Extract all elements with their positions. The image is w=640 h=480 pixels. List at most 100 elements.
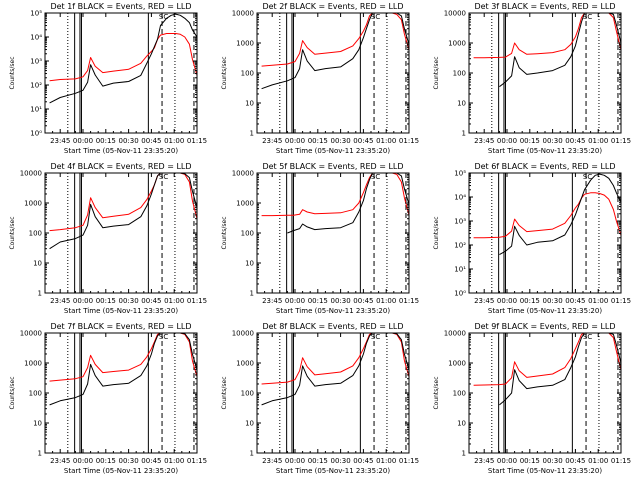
series-line-events (499, 332, 622, 406)
x-tick-label: 00:00 (73, 457, 93, 465)
y-tick-label: 10000 (20, 330, 42, 338)
x-tick-label: 00:45 (353, 137, 373, 145)
x-tick-label: 01:15 (399, 137, 419, 145)
x-tick-label: 00:30 (331, 297, 351, 305)
y-tick-label: 10⁵ (454, 170, 466, 178)
y-axis-label: Counts/sec (433, 56, 440, 89)
y-tick-label: 10² (454, 242, 466, 250)
y-axis-label: Counts/sec (9, 216, 16, 249)
y-tick-label: 100 (453, 70, 466, 78)
y-tick-label: 1 (38, 450, 42, 458)
sc-annotation: SC (371, 13, 380, 21)
x-tick-label: 00:15 (96, 457, 116, 465)
y-tick-label: 10 (457, 100, 466, 108)
y-tick-label: 1 (38, 290, 42, 298)
x-tick-label: 00:30 (119, 297, 139, 305)
x-axis-label: Start Time (05-Nov-11 23:35:20) (276, 467, 390, 475)
x-tick-label: 01:00 (164, 137, 184, 145)
y-tick-label: 100 (241, 390, 254, 398)
x-tick-label: 00:30 (331, 457, 351, 465)
x-tick-label: 00:00 (285, 137, 305, 145)
y-tick-label: 10000 (232, 10, 254, 18)
y-tick-label: 1000 (236, 40, 254, 48)
y-tick-label: 1000 (24, 200, 42, 208)
series-line-events (49, 13, 198, 104)
detector-panel-1: Det 1f BLACK = Events, RED = LLD Counts/s… (9, 2, 207, 155)
x-axis-label: Start Time (05-Nov-11 23:35:20) (488, 307, 602, 315)
x-tick-label: 00:30 (331, 137, 351, 145)
sc-annotation: SC (159, 333, 168, 341)
x-tick-label: 00:00 (73, 297, 93, 305)
series-line-lld (49, 33, 198, 82)
x-tick-label: 23:45 (474, 137, 494, 145)
panel-title: Det 8f BLACK = Events, RED = LLD (262, 322, 403, 331)
y-tick-label: 100 (453, 390, 466, 398)
x-tick-label: 01:00 (588, 457, 608, 465)
y-tick-label: 10³ (30, 58, 42, 66)
x-tick-label: 00:45 (353, 457, 373, 465)
x-tick-label: 00:00 (497, 137, 517, 145)
y-tick-label: 1 (250, 450, 254, 458)
x-tick-label: 00:00 (497, 297, 517, 305)
panel-title: Det 4f BLACK = Events, RED = LLD (50, 162, 191, 171)
y-tick-label: 10 (33, 260, 42, 268)
x-tick-label: 00:15 (96, 137, 116, 145)
y-axis-label: Counts/sec (9, 376, 16, 409)
y-axis-label: Counts/sec (221, 56, 228, 89)
x-tick-label: 23:45 (474, 457, 494, 465)
y-tick-label: 10¹ (454, 266, 466, 274)
panel-title: Det 9f BLACK = Events, RED = LLD (474, 322, 615, 331)
series-line-lld (473, 192, 622, 239)
x-tick-label: 00:30 (119, 457, 139, 465)
x-tick-label: 01:15 (187, 457, 207, 465)
x-tick-label: 00:15 (308, 297, 328, 305)
y-tick-label: 10 (457, 420, 466, 428)
x-tick-label: 01:00 (588, 297, 608, 305)
detector-panel-6: Det 6f BLACK = Events, RED = LLD Counts/s… (433, 162, 631, 315)
x-tick-label: 00:45 (141, 297, 161, 305)
x-tick-label: 00:30 (543, 137, 563, 145)
detector-panel-8: Det 8f BLACK = Events, RED = LLD Counts/s… (221, 322, 419, 475)
sc-annotation: SC (371, 173, 380, 181)
x-tick-label: 01:00 (588, 137, 608, 145)
panel-title: Det 3f BLACK = Events, RED = LLD (474, 2, 615, 11)
series-line-events (261, 12, 410, 90)
series-line-events (49, 332, 198, 406)
series-line-events (499, 12, 622, 88)
x-tick-label: 00:30 (543, 457, 563, 465)
x-tick-label: 23:45 (50, 457, 70, 465)
x-tick-label: 00:15 (308, 457, 328, 465)
x-tick-label: 00:45 (141, 457, 161, 465)
panel-title: Det 7f BLACK = Events, RED = LLD (50, 322, 191, 331)
sc-annotation: SC (159, 173, 168, 181)
y-tick-label: 10 (245, 420, 254, 428)
y-tick-label: 10000 (20, 170, 42, 178)
sc-annotation: SC (583, 333, 592, 341)
x-tick-label: 00:45 (565, 137, 585, 145)
y-tick-label: 1 (462, 450, 466, 458)
series-line-lld (473, 332, 622, 386)
y-tick-label: 100 (241, 70, 254, 78)
sc-annotation: SC (583, 173, 592, 181)
x-tick-label: 01:15 (611, 137, 631, 145)
y-tick-label: 10¹ (30, 106, 42, 114)
x-tick-label: 00:15 (308, 137, 328, 145)
x-tick-label: 23:45 (262, 297, 282, 305)
x-tick-label: 00:00 (285, 457, 305, 465)
y-tick-label: 10000 (232, 170, 254, 178)
x-tick-label: 01:15 (399, 457, 419, 465)
sc-annotation: SC (159, 13, 168, 21)
x-tick-label: 00:00 (73, 137, 93, 145)
x-tick-label: 00:15 (96, 297, 116, 305)
y-tick-label: 10 (245, 100, 254, 108)
y-tick-label: 100 (29, 230, 42, 238)
x-tick-label: 01:15 (611, 297, 631, 305)
y-tick-label: 10⁵ (30, 10, 42, 18)
x-tick-label: 01:00 (376, 297, 396, 305)
y-tick-label: 100 (29, 390, 42, 398)
detector-panel-7: Det 7f BLACK = Events, RED = LLD Counts/s… (9, 322, 207, 475)
y-tick-label: 10000 (444, 330, 466, 338)
x-tick-label: 23:45 (262, 457, 282, 465)
sc-annotation: SC (371, 333, 380, 341)
y-tick-label: 1 (462, 130, 466, 138)
